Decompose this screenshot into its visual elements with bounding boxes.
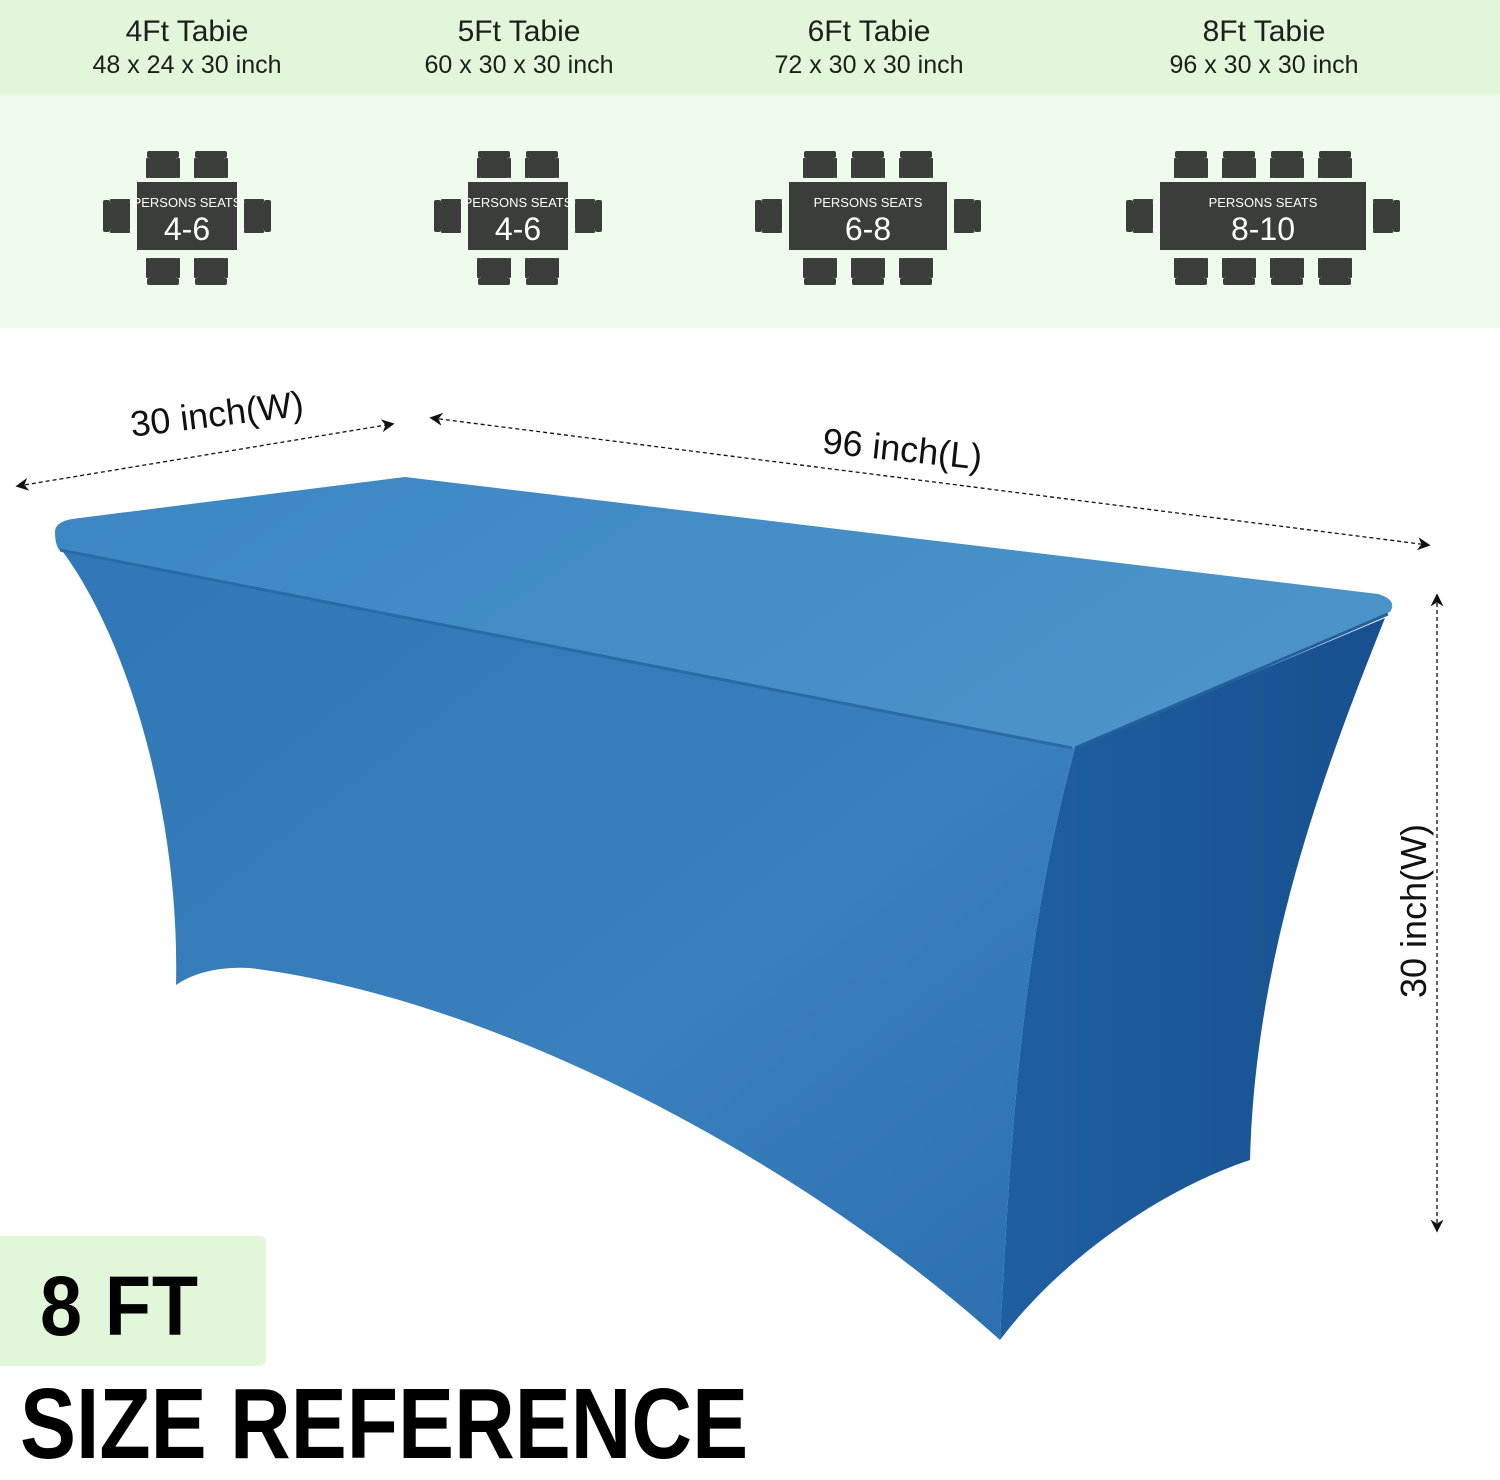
cloth-top [55, 477, 1393, 749]
seating-icon: PERSONS SEATS 6-8 [754, 148, 982, 288]
seats-count: 8-10 [1231, 211, 1295, 247]
table-icon [1160, 182, 1366, 250]
chair-icon [755, 199, 782, 233]
chair-icon [899, 258, 933, 285]
seats-label: PERSONS SEATS [1209, 195, 1318, 210]
chair-icon [1373, 199, 1400, 233]
chair-icon [146, 258, 180, 285]
chair-icon [477, 258, 511, 285]
table-title: 6Ft Tabie [807, 15, 931, 48]
table-dimensions: 60 x 30 x 30 inch [424, 51, 614, 79]
chair-icon [851, 151, 885, 178]
chair-icon [851, 258, 885, 285]
chair-icon [1270, 151, 1304, 178]
seats-count: 4-6 [495, 211, 541, 247]
table-dimensions: 72 x 30 x 30 inch [774, 51, 964, 79]
chair-icon [194, 151, 228, 178]
table-title: 8Ft Tabie [1202, 15, 1326, 48]
seats-label: PERSONS SEATS [464, 195, 573, 210]
page-heading: SIZE REFERENCE [20, 1368, 749, 1480]
chair-icon [1270, 258, 1304, 285]
chair-icon [1174, 151, 1208, 178]
table-size-5ft: 5Ft Tabie 60 x 30 x 30 inch [399, 14, 639, 80]
chair-icon [146, 151, 180, 178]
height-label: 30 inch(W) [1393, 823, 1434, 998]
chair-icon [525, 151, 559, 178]
table-dimensions: 48 x 24 x 30 inch [92, 51, 282, 79]
table-title: 4Ft Tabie [125, 15, 249, 48]
chair-icon [954, 199, 981, 233]
length-dimension-line [429, 412, 1431, 551]
chair-icon [1222, 151, 1256, 178]
table-title: 5Ft Tabie [457, 15, 581, 48]
chair-icon [525, 258, 559, 285]
width-dimension-line [15, 419, 395, 491]
seats-label: PERSONS SEATS [814, 195, 923, 210]
header-band [0, 0, 1500, 95]
chair-icon [803, 151, 837, 178]
seats-label: PERSONS SEATS [133, 195, 242, 210]
size-badge: 8 FT [0, 1236, 266, 1366]
chair-icon [194, 258, 228, 285]
table-dimensions: 96 x 30 x 30 inch [1169, 51, 1359, 79]
table-size-4ft: 4Ft Tabie 48 x 24 x 30 inch [67, 14, 307, 80]
chair-icon [1318, 258, 1352, 285]
chair-icon [244, 199, 271, 233]
seating-icon: PERSONS SEATS 8-10 [1125, 148, 1401, 288]
seats-count: 4-6 [164, 211, 210, 247]
chair-icon [1174, 258, 1208, 285]
chair-icon [103, 199, 130, 233]
size-badge-text: 8 FT [40, 1259, 200, 1353]
seats-count: 6-8 [845, 211, 891, 247]
chair-icon [1318, 151, 1352, 178]
chair-icon [575, 199, 602, 233]
table-size-8ft: 8Ft Tabie 96 x 30 x 30 inch [1144, 14, 1384, 80]
chair-icon [803, 258, 837, 285]
table-icon [468, 182, 568, 250]
chair-icon [1126, 199, 1153, 233]
chair-icon [899, 151, 933, 178]
seating-icon: PERSONS SEATS 4-6 [102, 148, 272, 288]
seating-icon: PERSONS SEATS 4-6 [433, 148, 603, 288]
table-icon [137, 182, 237, 250]
chair-icon [477, 151, 511, 178]
cloth-front [60, 548, 1075, 1340]
chair-icon [434, 199, 461, 233]
table-size-6ft: 6Ft Tabie 72 x 30 x 30 inch [749, 14, 989, 80]
chair-icon [1222, 258, 1256, 285]
table-icon [789, 182, 947, 250]
cloth-side [1000, 618, 1385, 1340]
